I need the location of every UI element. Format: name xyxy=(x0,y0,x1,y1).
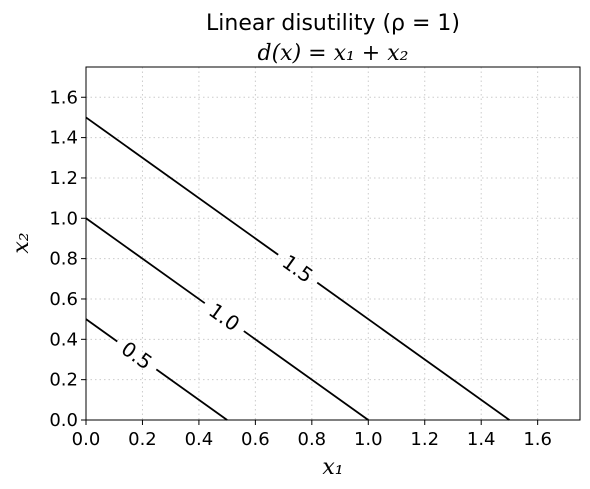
contour-label-0_5: 0.5 xyxy=(117,336,157,374)
y-tick-label-0: 0.0 xyxy=(49,410,78,431)
axis-ticks: 0.0 0.2 0.4 0.6 0.8 1.0 1.2 1.4 1.6 0.0 0.2 0.4 0.6 0… xyxy=(49,87,552,450)
contour-line-1_0-a xyxy=(85,217,206,304)
contour-line-1_5-a xyxy=(85,116,279,256)
contour-line-1_0-b xyxy=(243,330,369,421)
y-tick-label-4: 0.8 xyxy=(49,249,78,270)
contour-lines: 0.5 1.0 1.5 xyxy=(85,116,510,421)
x-tick-label-1: 0.2 xyxy=(128,429,157,450)
contour-label-1_5: 1.5 xyxy=(278,250,318,288)
x-tick-label-2: 0.4 xyxy=(185,429,214,450)
y-axis-label: x₂ xyxy=(9,232,34,253)
y-tick-label-1: 0.2 xyxy=(49,370,78,391)
plot-frame xyxy=(85,66,581,421)
x-tick-label-8: 1.6 xyxy=(523,429,552,450)
x-axis-label: x₁ xyxy=(322,455,343,480)
contour-label-1_0: 1.0 xyxy=(204,298,244,336)
grid xyxy=(85,67,580,421)
contour-line-1_5-b xyxy=(316,281,510,421)
x-tick-label-4: 0.8 xyxy=(298,429,327,450)
y-tick-label-5: 1.0 xyxy=(49,208,78,229)
y-tick-label-3: 0.6 xyxy=(49,289,78,310)
y-tick-label-6: 1.2 xyxy=(49,168,78,189)
chart-title-text: Linear disutility (ρ = 1) xyxy=(206,11,460,36)
chart-title: Linear disutility (ρ = 1) d(x) = x₁ + x₂ xyxy=(206,11,460,66)
x-tick-label-7: 1.4 xyxy=(467,429,496,450)
x-tick-label-3: 0.6 xyxy=(241,429,270,450)
y-tick-label-2: 0.4 xyxy=(49,329,78,350)
x-tick-label-0: 0.0 xyxy=(72,429,101,450)
contour-line-0_5-a xyxy=(85,318,118,343)
x-tick-label-5: 1.0 xyxy=(354,429,383,450)
y-tick-label-8: 1.6 xyxy=(49,87,78,108)
contour-line-0_5-b xyxy=(155,368,228,421)
chart-subtitle: d(x) = x₁ + x₂ xyxy=(258,41,409,66)
x-tick-label-6: 1.2 xyxy=(410,429,439,450)
y-tick-label-7: 1.4 xyxy=(49,128,78,149)
